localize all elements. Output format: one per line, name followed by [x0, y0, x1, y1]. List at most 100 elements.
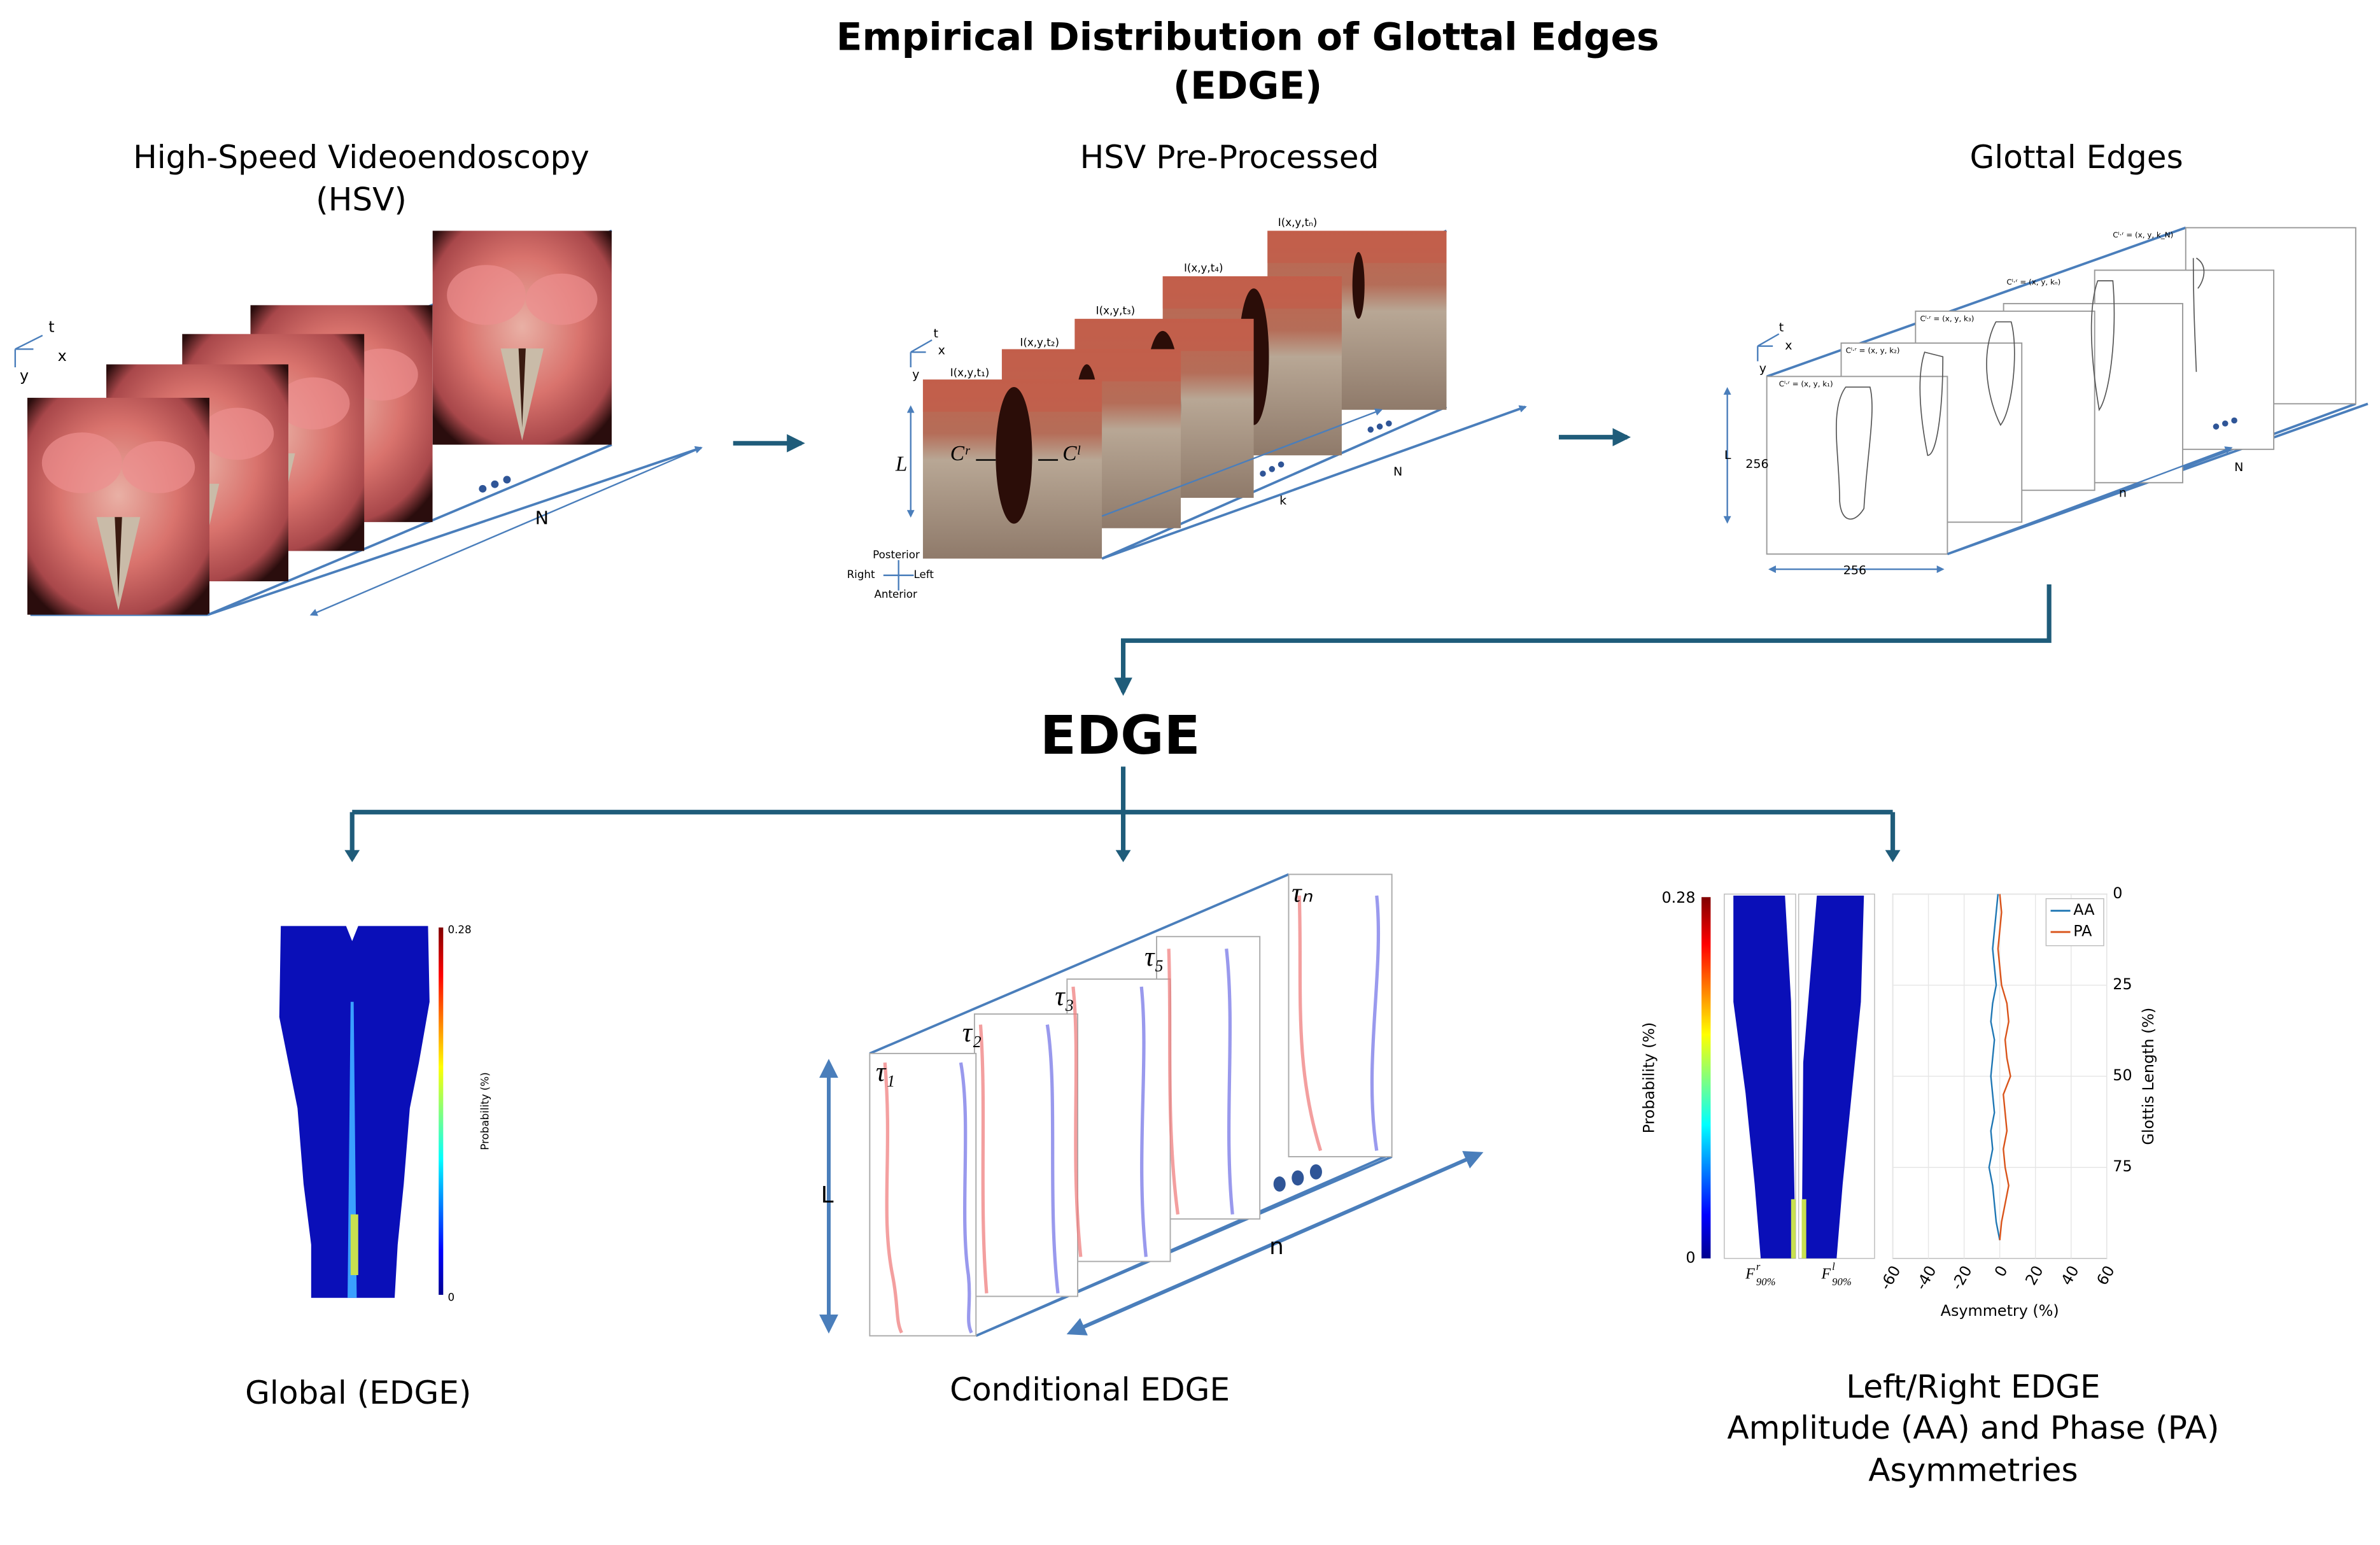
legend-box: [2045, 898, 2104, 947]
shape: [479, 484, 487, 493]
x-tick-label: -60: [1877, 1262, 1905, 1293]
shape: [1045, 1024, 1060, 1294]
label: Left: [914, 568, 934, 581]
shape: [978, 1024, 989, 1294]
shape: [1288, 873, 1393, 1157]
legend-label: AA: [2073, 901, 2095, 919]
shape: [2231, 417, 2237, 424]
label: τ₁: [876, 1057, 895, 1087]
label: Left/Right EDGE: [1846, 1368, 2100, 1405]
shape: [1066, 1151, 1484, 1336]
shape: [2213, 423, 2220, 430]
label: 256: [1745, 457, 1768, 471]
label: n: [1269, 1234, 1284, 1260]
shape: [1801, 1199, 1806, 1259]
x-tick-label: -40: [1912, 1262, 1940, 1293]
label: τₙ: [1292, 878, 1313, 908]
shape: [1273, 1176, 1286, 1192]
label: x: [58, 347, 67, 365]
label: I(x,y,t₄): [1184, 262, 1223, 274]
arrowhead: [344, 850, 1901, 863]
label: y: [1759, 362, 1766, 376]
shape: [910, 339, 933, 368]
label: Posterior: [873, 549, 920, 561]
shape: [1101, 408, 1383, 517]
y-tick-label: 50: [2113, 1066, 2132, 1084]
label: Anterior: [875, 588, 918, 600]
label: l: [1832, 1260, 1835, 1273]
shape: [1919, 351, 1944, 456]
shape: [883, 1062, 903, 1334]
label: t: [934, 327, 939, 341]
x-tick-label: 0: [1991, 1262, 2011, 1280]
x-tick-label: 20: [2022, 1262, 2046, 1288]
legend-label: PA: [2073, 922, 2092, 940]
label: y: [20, 367, 29, 384]
label: I(x,y,t₃): [1096, 304, 1136, 316]
label: Cʳ: [950, 442, 971, 465]
shape: [432, 230, 612, 445]
shape: [883, 560, 914, 591]
series-line: [1988, 894, 2001, 1241]
shape: [1701, 897, 1711, 1259]
shape: [439, 927, 444, 1295]
shape: [1386, 420, 1392, 427]
shape: [869, 873, 1393, 1337]
shape: [1292, 1170, 1304, 1186]
label: Glottal Edges: [1969, 139, 2183, 176]
label: HSV Pre-Processed: [1080, 139, 1379, 176]
shape: [1947, 446, 2233, 555]
label: L: [895, 453, 908, 476]
shape: [2192, 257, 2205, 372]
label: τ₃: [1055, 982, 1074, 1012]
shape: [491, 480, 499, 488]
label: Global (EDGE): [245, 1374, 471, 1411]
label: τ₂: [962, 1018, 982, 1048]
shape: [1791, 1199, 1796, 1259]
shape: [503, 476, 511, 484]
asymmetry-panel: 0.28 0 Probability (%) F r 90% F l 90% L…: [1640, 884, 2220, 1489]
label: 0: [1686, 1248, 1695, 1266]
label: Cˡ·ʳ = (x, y, k₁): [1779, 379, 1833, 388]
label: x: [938, 343, 945, 357]
label: τ₅: [1144, 942, 1164, 972]
label: Probability (%): [479, 1072, 491, 1150]
shape: [1757, 333, 1780, 362]
x-tick-label: 40: [2057, 1262, 2082, 1288]
label: 90%: [1832, 1276, 1852, 1288]
shape: [2222, 420, 2229, 427]
connector: [349, 766, 1896, 859]
label: L: [1724, 448, 1731, 462]
shape: [1269, 466, 1276, 472]
label: Cˡ·ʳ = (x, y, k₃): [1920, 314, 1974, 323]
label: y: [912, 367, 919, 381]
edges-panel: Glottal Edges Cˡ·ʳ = (x, y, k₁) Cˡ·ʳ = (…: [1723, 139, 2369, 577]
shape: [1066, 978, 1171, 1262]
x-axis-label: Asymmetry (%): [1941, 1302, 2059, 1320]
shape: F r 90% F l 90%: [1745, 1260, 1852, 1288]
global-panel: 0.28 0 Probability (%) Global (EDGE): [245, 924, 491, 1411]
shape: [1260, 470, 1266, 477]
label: Cˡ·ʳ = (x, y, k_N): [2113, 230, 2173, 239]
label: Cˡ·ʳ = (x, y, kₙ): [2006, 278, 2060, 286]
label: 256: [1843, 563, 1866, 577]
shape: τ₁ τ₂ τ₃ τ₅ τₙ: [876, 878, 1313, 1087]
y-tick-label: 0: [2113, 884, 2122, 902]
shape: [1801, 895, 1864, 1259]
label: F: [1820, 1266, 1831, 1282]
label: 90%: [1756, 1276, 1776, 1288]
label: 0.28: [447, 924, 471, 936]
shape: [2090, 280, 2115, 411]
label: Cˡ: [1062, 442, 1080, 465]
label: Cˡ·ʳ = (x, y, k₂): [1846, 346, 1900, 355]
label: L: [821, 1182, 834, 1208]
x-tick-label: 60: [2093, 1262, 2118, 1288]
label: Right: [847, 568, 875, 581]
y-tick-label: 25: [2113, 975, 2132, 993]
preprocessed-panel: HSV Pre-Processed I(x,y,t₁) I(x,y,t₂) I(…: [847, 139, 1527, 600]
shape: [973, 1013, 1078, 1297]
title: Empirical Distribution of Glottal Edges: [836, 16, 1659, 60]
label: I(x,y,t₂): [1020, 336, 1059, 348]
shape: [14, 334, 43, 368]
shape: [1766, 227, 2356, 555]
